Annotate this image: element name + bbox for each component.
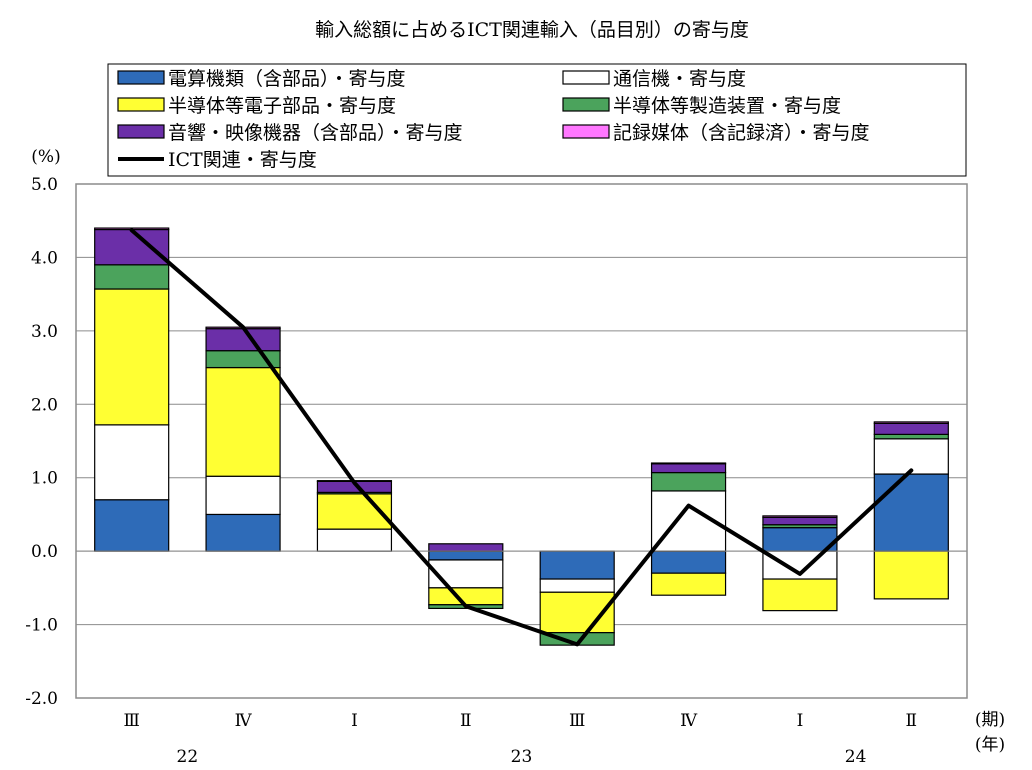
bar-segment <box>873 422 949 435</box>
bar-segment <box>205 328 281 352</box>
bar-segment <box>762 516 838 526</box>
plot-frame <box>75 183 968 699</box>
bar-segment <box>428 559 504 589</box>
legend-swatch <box>117 97 165 112</box>
bar-segment <box>650 471 727 492</box>
bar-segment <box>205 513 281 552</box>
y-tick-label: 5.0 <box>31 175 58 195</box>
plot-area: 5.0 4.0 3.0 2.0 1.0 0.0 -1.0 -2.0 Ⅲ Ⅳ Ⅰ Ⅱ Ⅲ Ⅳ Ⅰ Ⅱ 22 23 24 <box>25 175 968 767</box>
bar-segment <box>94 264 170 290</box>
bar-segment <box>94 499 170 552</box>
bar-segment <box>539 578 615 593</box>
bar-segment <box>94 288 170 426</box>
bar-segment <box>873 433 949 440</box>
x-tick-label: Ⅱ <box>906 711 918 731</box>
bar-segment <box>316 528 393 552</box>
legend-label: 通信機・寄与度 <box>613 68 746 90</box>
bar-segment <box>762 578 838 612</box>
legend-label: ICT関連・寄与度 <box>168 149 317 171</box>
legend-swatch <box>562 70 610 85</box>
bar-segment <box>539 550 615 580</box>
x-year-label: 24 <box>845 747 867 767</box>
x-tick-label: Ⅳ <box>680 711 698 731</box>
y-tick-label: 2.0 <box>31 395 58 415</box>
legend-label: 電算機類（含部品）・寄与度 <box>168 68 406 90</box>
legend-swatch <box>562 124 610 139</box>
legend-label: 音響・映像機器（含部品）・寄与度 <box>168 122 463 144</box>
x-tick-label: Ⅲ <box>569 711 585 731</box>
x-tick-label: Ⅲ <box>123 711 139 731</box>
x-year-label: 23 <box>511 747 533 767</box>
bar-segment <box>650 463 727 474</box>
y-tick-label: -2.0 <box>25 689 58 709</box>
bar-segment <box>94 228 170 266</box>
bar-segment <box>650 572 727 596</box>
y-tick-label: 0.0 <box>31 542 58 562</box>
legend-swatch <box>117 70 165 85</box>
y-axis-unit-label: (%) <box>31 147 60 167</box>
x-year-label: 22 <box>177 747 199 767</box>
bar-segment <box>205 366 281 477</box>
chart-title: 輸入総額に占めるICT関連輸入（品目別）の寄与度 <box>315 19 749 41</box>
x-axis-period-unit: (期) <box>975 710 1005 730</box>
bar-segment <box>94 424 170 501</box>
legend-box <box>107 63 967 177</box>
bar-segment <box>873 550 949 600</box>
y-tick-label: 3.0 <box>31 322 58 342</box>
y-tick-label: 4.0 <box>31 248 58 268</box>
x-axis-year-unit: (年) <box>975 735 1005 755</box>
ict-line <box>129 228 914 647</box>
legend-swatch <box>562 97 610 112</box>
legend-swatch <box>117 124 165 139</box>
bar-segment <box>650 462 727 465</box>
y-tick-label: -1.0 <box>25 616 58 636</box>
bar-segment <box>539 591 615 634</box>
bar-segment <box>873 438 949 475</box>
y-tick-label: 1.0 <box>31 469 58 489</box>
legend-label: 記録媒体（含記録済）・寄与度 <box>613 122 870 144</box>
x-tick-label: Ⅱ <box>460 711 472 731</box>
bar-segment <box>428 550 504 561</box>
x-tick-label: Ⅰ <box>351 711 358 731</box>
bar-segment <box>205 475 281 516</box>
legend-label: 半導体等製造装置・寄与度 <box>613 95 841 117</box>
x-tick-label: Ⅰ <box>797 711 804 731</box>
bar-segment <box>762 515 838 518</box>
bar-segment <box>873 473 949 552</box>
bar-segment <box>428 543 504 552</box>
legend-label: 半導体等電子部品・寄与度 <box>168 95 396 117</box>
bar-segment <box>428 587 504 606</box>
bar-segment <box>873 421 949 424</box>
bar-segment <box>650 550 727 574</box>
x-tick-label: Ⅳ <box>235 711 253 731</box>
